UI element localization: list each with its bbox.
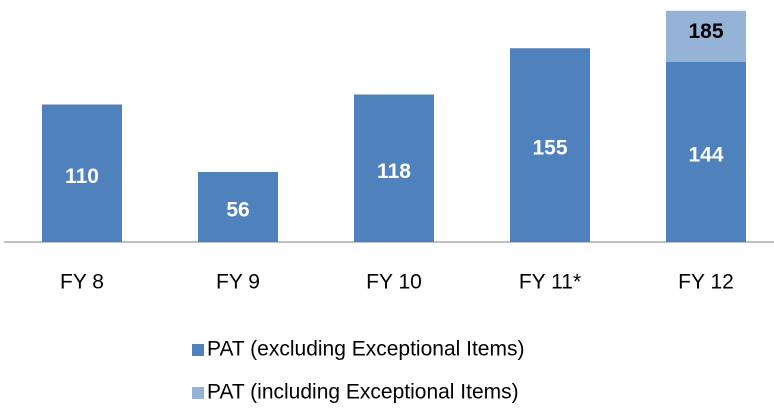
bar — [510, 48, 590, 242]
legend-label: PAT (including Exceptional Items) — [207, 381, 519, 404]
bar — [198, 172, 278, 242]
data-label: 155 — [532, 137, 567, 160]
bar — [354, 94, 434, 242]
data-label: 56 — [226, 199, 249, 222]
x-tick-label: FY 10 — [366, 271, 422, 294]
data-label: 110 — [65, 165, 99, 188]
x-tick-label: FY 9 — [216, 271, 260, 294]
legend-swatch — [192, 344, 204, 356]
data-label: 185 — [688, 20, 723, 43]
x-tick-label: FY 8 — [60, 271, 104, 294]
data-label: 144 — [688, 144, 723, 167]
legend-label: PAT (excluding Exceptional Items) — [207, 338, 524, 361]
x-tick-label: FY 12 — [678, 271, 734, 294]
data-label: 118 — [377, 160, 411, 183]
x-tick-label: FY 11* — [519, 271, 581, 294]
legend-swatch — [192, 387, 204, 399]
bar — [42, 104, 122, 242]
bar — [666, 62, 746, 242]
